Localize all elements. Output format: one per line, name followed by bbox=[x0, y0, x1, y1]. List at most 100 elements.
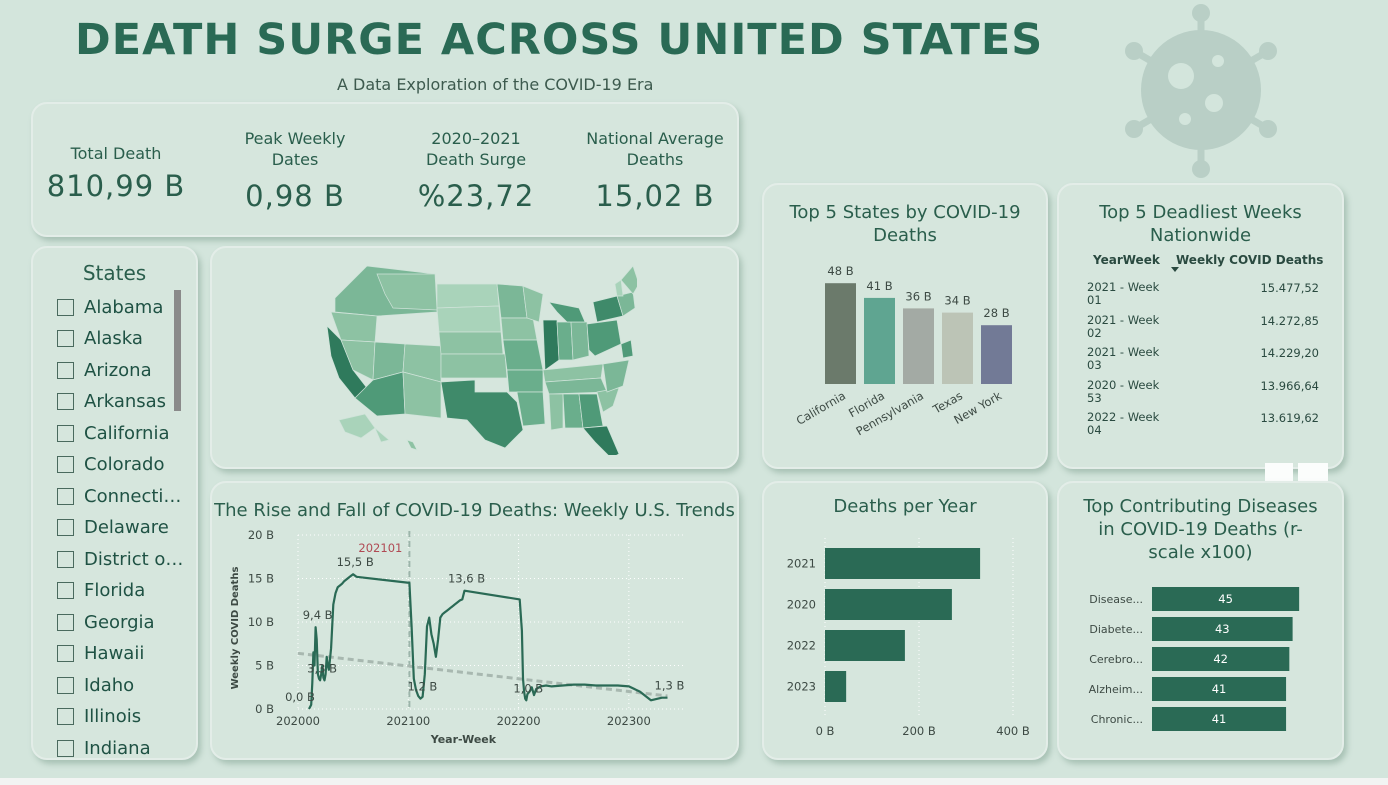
diseases-title: Top Contributing Diseases in COVID-19 De… bbox=[1083, 496, 1318, 563]
checkbox[interactable] bbox=[57, 550, 74, 568]
per-year-chart[interactable]: 0 B 200 B 400 B 2021 2020 2022 2023 bbox=[764, 483, 1046, 758]
state-option[interactable]: Illinois bbox=[57, 704, 141, 730]
checkbox[interactable] bbox=[57, 393, 74, 410]
category-label: California bbox=[794, 388, 848, 427]
disease-label: Cerebro... bbox=[1089, 653, 1143, 666]
checkbox[interactable] bbox=[57, 424, 74, 442]
checkbox[interactable] bbox=[57, 519, 74, 536]
state-label: California bbox=[84, 422, 170, 444]
week-cell: 2022 - Week 04 bbox=[1087, 410, 1160, 437]
state-bar bbox=[903, 308, 934, 384]
state-label: Indiana bbox=[84, 737, 151, 759]
year-bar bbox=[825, 589, 952, 620]
bar-value-label: 45 bbox=[1218, 592, 1233, 606]
kpi-death-surge-value: %23,72 bbox=[417, 179, 535, 213]
sort-desc-icon bbox=[1171, 267, 1179, 272]
slicer-scrollbar[interactable] bbox=[174, 290, 181, 411]
state-option[interactable]: Alabama bbox=[57, 294, 163, 320]
dashboard-subtitle: A Data Exploration of the COVID-19 Era bbox=[337, 75, 654, 94]
col-header-weekly-deaths[interactable]: Weekly COVID Deaths bbox=[1176, 253, 1324, 267]
checkbox[interactable] bbox=[57, 582, 74, 599]
state-option[interactable]: Arizona bbox=[57, 357, 152, 383]
state-option[interactable]: Colorado bbox=[57, 452, 164, 478]
disease-label: Alzheim... bbox=[1089, 683, 1143, 696]
x-tick-label: 202300 bbox=[607, 714, 651, 728]
state-label: Florida bbox=[84, 580, 146, 601]
us-choropleth-map[interactable] bbox=[317, 260, 637, 455]
state-label: Georgia bbox=[84, 611, 155, 633]
col-header-yearweek[interactable]: YearWeek bbox=[1093, 253, 1160, 267]
y-tick-label: 0 B bbox=[255, 702, 274, 716]
state-bar bbox=[864, 297, 895, 384]
checkbox[interactable] bbox=[57, 613, 74, 631]
deaths-cell: 14.229,20 bbox=[1260, 346, 1319, 360]
year-label: 2023 bbox=[787, 680, 816, 694]
state-option[interactable]: Hawaii bbox=[57, 641, 144, 667]
y-tick-label: 15 B bbox=[248, 572, 274, 586]
state-bar bbox=[942, 312, 973, 384]
y-axis-label: Weekly COVID Deaths bbox=[230, 567, 241, 690]
kpi-death-surge-label: 2020–2021 Death Surge bbox=[425, 129, 527, 169]
state-option[interactable]: Alaska bbox=[57, 326, 143, 352]
state-label: Idaho bbox=[84, 674, 135, 696]
state-option[interactable]: Delaware bbox=[57, 515, 169, 541]
diseases-chart[interactable]: 45 Disease... 43 Diabete... 42 Cerebro... 41 Al… bbox=[1059, 483, 1342, 758]
bar-value-label: 42 bbox=[1213, 652, 1228, 666]
x-tick-label: 202200 bbox=[497, 714, 541, 728]
checkbox[interactable] bbox=[57, 645, 74, 662]
state-label: Colorado bbox=[84, 454, 165, 475]
disease-bar bbox=[1152, 677, 1287, 701]
disease-label: Disease... bbox=[1089, 593, 1143, 606]
trend-card: The Rise and Fall of COVID-19 Deaths: We… bbox=[210, 481, 739, 760]
week-cell: 2021 - Week 03 bbox=[1087, 345, 1160, 372]
reference-label: 202101 bbox=[358, 541, 402, 555]
point-label: 9,4 B bbox=[303, 608, 333, 622]
deaths-cell: 13.619,62 bbox=[1260, 411, 1319, 425]
bar-value-label: 41 bbox=[1212, 682, 1227, 696]
checkbox[interactable] bbox=[57, 298, 74, 316]
y-tick-label: 5 B bbox=[255, 659, 274, 673]
y-tick-label: 20 B bbox=[248, 528, 274, 542]
checkbox[interactable] bbox=[57, 456, 74, 473]
x-tick-label: 200 B bbox=[902, 724, 936, 738]
top-states-card: Top 5 States by COVID-19 Deaths 48 B Cali… bbox=[762, 183, 1048, 469]
state-option[interactable]: Georgia bbox=[57, 609, 155, 635]
x-tick-label: 202100 bbox=[386, 714, 430, 728]
trend-chart[interactable]: 0 B 5 B 10 B 15 B 20 B 202000 202100 202200 2023… bbox=[212, 483, 737, 758]
state-option[interactable]: Indiana bbox=[57, 735, 151, 759]
state-option[interactable]: District o… bbox=[57, 546, 183, 572]
checkbox[interactable] bbox=[57, 739, 74, 757]
x-tick-label: 202000 bbox=[276, 714, 320, 728]
state-option[interactable]: Arkansas bbox=[57, 389, 166, 415]
state-label: District o… bbox=[84, 548, 184, 570]
kpi-national-average-label: National Average Deaths bbox=[586, 129, 724, 169]
state-option[interactable]: Florida bbox=[57, 578, 145, 604]
slicer-title: States bbox=[82, 261, 147, 285]
checkbox[interactable] bbox=[57, 487, 74, 505]
bar-value-label: 41 B bbox=[866, 279, 892, 293]
state-option[interactable]: Connecti… bbox=[57, 483, 181, 509]
point-label: 0,0 B bbox=[285, 690, 315, 704]
checkbox[interactable] bbox=[57, 708, 74, 725]
state-label: Illinois bbox=[84, 706, 142, 727]
disease-bar bbox=[1152, 617, 1293, 641]
state-label: Delaware bbox=[84, 517, 169, 538]
year-bar bbox=[825, 630, 905, 661]
checkbox[interactable] bbox=[57, 361, 74, 379]
disease-label: Diabete... bbox=[1089, 623, 1143, 636]
deaths-cell: 15.477,52 bbox=[1260, 281, 1319, 295]
x-axis-label: Year-Week bbox=[430, 733, 497, 746]
x-tick-label: 0 B bbox=[816, 724, 835, 738]
state-option[interactable]: Idaho bbox=[57, 672, 134, 698]
checkbox[interactable] bbox=[57, 676, 74, 694]
checkbox[interactable] bbox=[57, 330, 74, 347]
point-label: 13,6 B bbox=[448, 572, 485, 586]
state-bar bbox=[981, 325, 1012, 384]
bar-value-label: 43 bbox=[1215, 622, 1230, 636]
year-label: 2020 bbox=[787, 598, 816, 612]
disease-bar bbox=[1152, 587, 1300, 611]
disease-bar bbox=[1152, 647, 1290, 671]
state-option[interactable]: California bbox=[57, 420, 169, 446]
diseases-card: Top Contributing Diseases in COVID-19 De… bbox=[1057, 481, 1344, 760]
